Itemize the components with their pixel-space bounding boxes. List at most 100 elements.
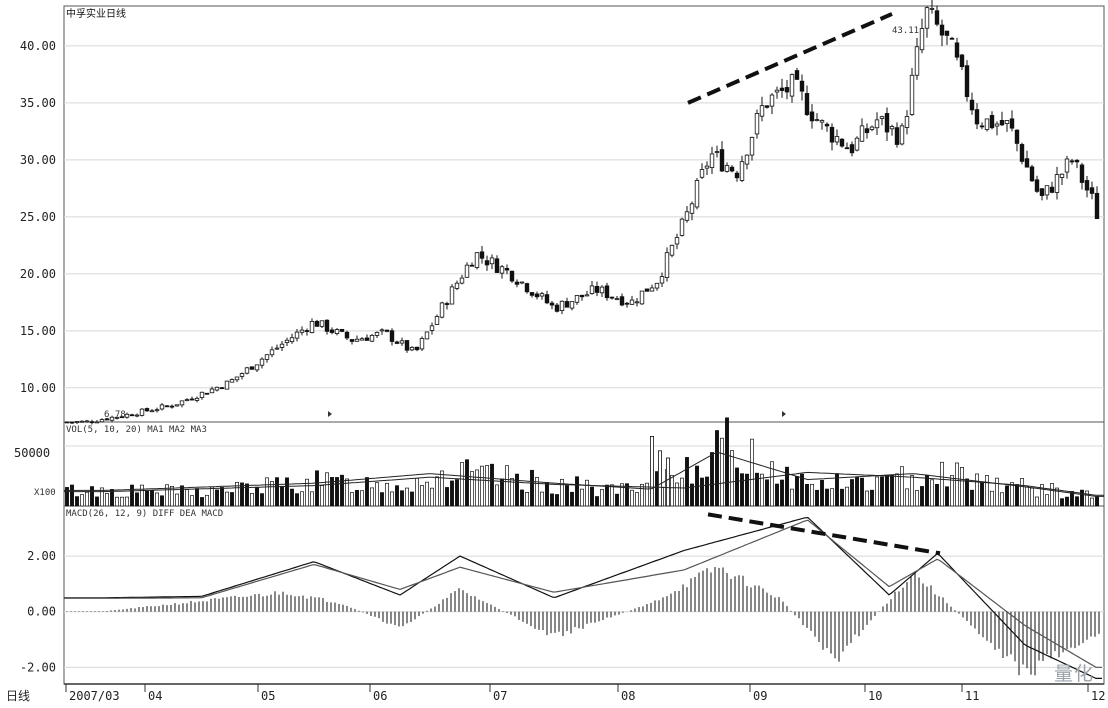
volume-bar [920,486,924,507]
volume-bars [65,417,1099,507]
candle-body [124,413,130,418]
candle-body [259,358,265,366]
volume-bar [730,450,734,507]
candle-body [164,405,170,408]
candle-body [199,391,205,398]
candle-body [149,410,155,413]
volume-bar [875,476,879,507]
candle-body [594,285,600,293]
candle-body [189,398,195,401]
volume-bar [240,482,244,507]
volume-bar [1000,492,1004,507]
candle-body [814,119,820,121]
candle-body [649,287,655,292]
volume-bar [135,492,139,507]
volume-bar [455,479,459,507]
marker-arrow [328,411,332,417]
x-tick-label: 12 [1091,689,1105,703]
volume-bar [820,479,824,507]
candle-body [469,264,475,267]
volume-bar [515,473,519,507]
volume-bar [400,490,404,507]
volume-bar [495,484,499,507]
candle-body [169,405,175,408]
candle-body [464,264,470,278]
volume-bar [260,493,264,507]
candle-body [399,340,405,344]
candle-body [1064,158,1070,173]
volume-bar [565,485,569,507]
volume-bar [210,486,214,507]
macd-lines [64,516,1102,679]
candle-body [549,302,555,306]
candle-body [544,294,550,304]
candle-body [419,338,425,350]
candle-body [299,329,305,333]
candle-body [184,399,190,402]
candle-body [764,105,770,108]
candle-body [529,292,535,296]
volume-bar [270,481,274,507]
candle-body [194,397,200,401]
candle-body [659,276,665,284]
candle-body [1039,188,1045,196]
candle-body [689,203,695,214]
candle-body [414,346,420,351]
volume-bar [520,489,524,507]
volume-bar [95,496,99,507]
candle-body [884,113,890,133]
volume-bar [685,457,689,507]
volume-bar [120,496,124,507]
volume-bar [615,493,619,507]
candle-body [979,125,985,128]
volume-bar [430,487,434,507]
volume-bar [885,474,889,507]
candle-body [734,172,740,179]
macd-tick-label: -2.00 [20,660,56,674]
candle-body [519,281,525,284]
candle-body [84,420,90,423]
volume-bar [770,461,774,507]
candlesticks [64,0,1100,425]
candle-body [389,330,395,342]
candle-body [129,414,135,417]
candle-body [224,380,230,390]
candle-body [1014,129,1020,144]
candle-body [229,379,235,383]
price-trendline [687,12,893,105]
candle-body [989,115,995,129]
candle-body [644,288,650,292]
candle-body [409,347,415,351]
volume-bar [305,478,309,507]
candle-body [829,126,835,143]
volume-bar [335,477,339,507]
macd-tick-label: 2.00 [27,549,56,563]
volume-bar [610,484,614,507]
candle-body [234,376,240,381]
volume-bar [225,491,229,507]
volume-bar [666,457,671,507]
candle-body [219,387,225,390]
candle-body [329,329,335,333]
candle-body [144,408,150,412]
volume-bar [380,492,384,507]
volume-bar [275,477,279,507]
volume-bar [925,474,929,507]
x-axis: 2007/03 04 05 06 07 08 09 10 11 12 [65,684,1105,703]
volume-bar [110,489,114,507]
candle-body [439,302,445,318]
macd-trend-line [707,512,941,556]
volume-bar [425,481,429,507]
candle-body [119,416,125,419]
volume-ma-line [64,471,1104,496]
candle-body [1059,173,1065,178]
candle-body [89,421,95,424]
candle-body [674,237,680,245]
volume-bar [865,490,869,507]
dea-line [64,519,1102,668]
candle-body [614,298,620,301]
volume-bar [975,473,979,507]
volume-bar [340,474,344,507]
candle-body [624,302,630,305]
